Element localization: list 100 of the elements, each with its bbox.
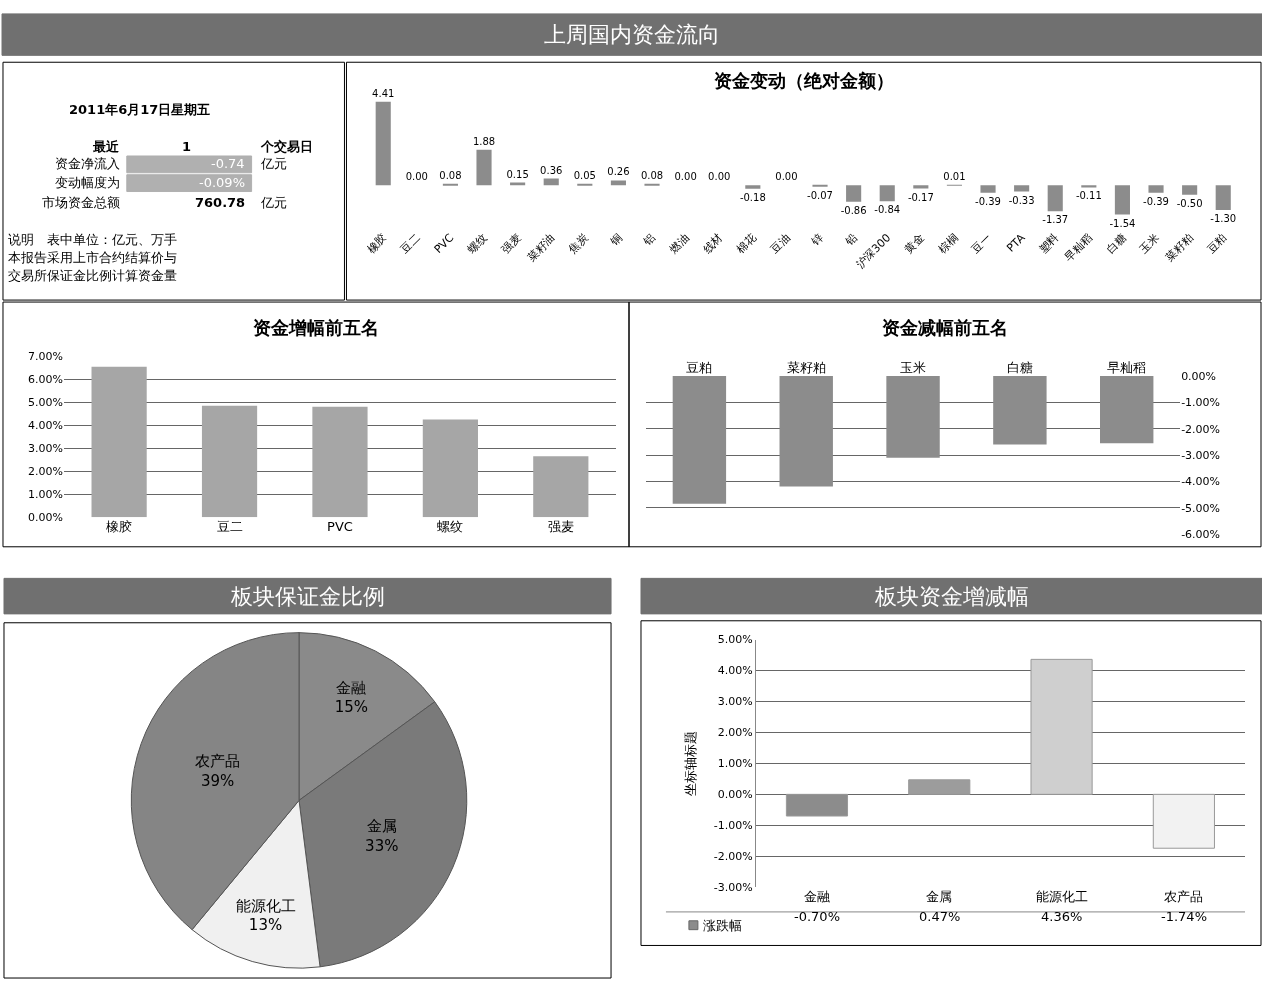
- x-tick-label: 燃油: [666, 231, 692, 257]
- data-label: 0.01: [943, 170, 966, 182]
- x-tick-label: 铅: [841, 231, 860, 250]
- data-label: 39%: [201, 771, 235, 790]
- data-label: -0.86: [840, 204, 867, 216]
- text: 2011年6月17日星期五: [69, 102, 211, 117]
- text: 760.78: [195, 195, 246, 210]
- text: 个交易日: [260, 139, 313, 154]
- data-label: -1.37: [1042, 214, 1069, 226]
- y-tick-label: 3.00%: [27, 442, 63, 456]
- x-tick-label: 农产品: [1164, 889, 1204, 905]
- bar: [879, 185, 895, 202]
- x-tick-label: 橡胶: [364, 231, 390, 257]
- x-tick-label: 线材: [700, 231, 726, 257]
- bar: [1114, 185, 1130, 215]
- bar: [610, 180, 626, 186]
- bar: [422, 419, 478, 518]
- text: 1: [182, 139, 192, 154]
- x-tick-label: 玉米: [1137, 231, 1163, 257]
- x-tick-label: 豆油: [767, 231, 793, 257]
- data-label: -0.07: [807, 189, 833, 201]
- y-tick-label: -1.00%: [1181, 396, 1221, 410]
- x-tick-label: 豆二: [216, 519, 243, 535]
- x-tick-label: 强麦: [498, 231, 524, 257]
- x-tick-label: 菜籽油: [524, 231, 558, 264]
- data-label: 0.00: [405, 171, 428, 183]
- bar: [1152, 793, 1215, 849]
- text: 上周国内资金流向: [544, 22, 720, 47]
- bar: [846, 185, 862, 202]
- bar: [812, 184, 828, 187]
- bar: [312, 406, 368, 518]
- data-label: -1.30: [1210, 212, 1237, 224]
- y-tick-label: 0.00%: [717, 788, 753, 802]
- bar: [913, 185, 929, 189]
- data-label: 0.47%: [919, 909, 961, 924]
- x-tick-label: 白糖: [1103, 231, 1129, 257]
- y-tick-label: 1.00%: [27, 488, 63, 502]
- bar: [1215, 185, 1231, 210]
- data-label: 0.00: [775, 171, 798, 183]
- data-label: -0.18: [739, 191, 766, 203]
- text: 市场资金总额: [42, 195, 120, 210]
- y-tick-label: -2.00%: [1181, 422, 1221, 436]
- x-tick-label: 豆粕: [686, 360, 713, 376]
- x-tick-label: 焦炭: [566, 231, 591, 257]
- data-label: 0.26: [607, 166, 630, 178]
- y-tick-label: 3.00%: [717, 695, 753, 709]
- data-label: -0.39: [1143, 195, 1169, 207]
- bar: [980, 185, 996, 193]
- data-label: 0.00: [708, 171, 731, 183]
- y-tick-label: -3.00%: [713, 881, 753, 895]
- data-label: -0.84: [874, 204, 901, 216]
- text: 亿元: [260, 156, 287, 171]
- text: -0.74: [211, 156, 245, 171]
- bar: [1014, 185, 1030, 192]
- x-tick-label: PTA: [1004, 231, 1028, 255]
- data-label: -0.11: [1075, 190, 1102, 202]
- y-tick-label: 5.00%: [27, 396, 63, 410]
- y-tick-label: -2.00%: [713, 850, 753, 864]
- x-tick-label: 金融: [803, 889, 830, 905]
- x-tick-label: 橡胶: [106, 519, 133, 535]
- x-tick-label: 能源化工: [1035, 889, 1088, 905]
- data-label: -1.54: [1109, 217, 1136, 229]
- data-label: 0.08: [439, 169, 462, 181]
- data-label: -0.17: [907, 191, 934, 203]
- x-tick-label: 金属: [926, 889, 953, 905]
- x-tick-label: 早籼稻: [1062, 231, 1095, 264]
- x-tick-label: 豆一: [969, 231, 995, 257]
- data-label: 4.36%: [1041, 909, 1083, 924]
- x-tick-label: 锌: [808, 231, 827, 250]
- data-label: -0.70%: [794, 909, 840, 924]
- chart-title: 资金变动（绝对金额）: [714, 70, 894, 91]
- y-tick-label: 7.00%: [27, 350, 63, 364]
- text: 说明 表中单位：亿元、万手: [8, 232, 177, 247]
- x-tick-label: 螺纹: [465, 231, 491, 257]
- text: 本报告采用上市合约结算价与: [8, 250, 177, 265]
- data-label: 0.36: [540, 164, 563, 176]
- y-tick-label: -4.00%: [1181, 475, 1221, 489]
- y-tick-label: 2.00%: [27, 465, 63, 479]
- bar: [375, 101, 391, 186]
- text: -0.09%: [199, 175, 245, 190]
- bar: [1081, 185, 1097, 188]
- data-label: 33%: [365, 836, 399, 855]
- x-tick-label: 棕榈: [935, 231, 961, 257]
- y-tick-label: 5.00%: [717, 633, 753, 647]
- text: 资金净流入: [55, 156, 120, 171]
- data-label: -0.39: [975, 195, 1001, 207]
- text: 最近: [92, 139, 120, 154]
- slice-label: 金属: [366, 817, 397, 836]
- x-tick-label: 螺纹: [437, 519, 464, 535]
- data-label: 13%: [248, 916, 283, 935]
- bar: [745, 185, 761, 189]
- x-tick-label: 强麦: [547, 519, 574, 535]
- bar: [442, 183, 458, 186]
- x-tick-label: 豆二: [398, 231, 423, 257]
- y-tick-label: -5.00%: [1181, 501, 1221, 515]
- x-tick-label: 塑料: [1036, 231, 1062, 257]
- bar: [908, 779, 971, 795]
- data-label: 0.00: [674, 171, 697, 183]
- slice-label: 农产品: [195, 752, 241, 771]
- y-tick-label: 6.00%: [27, 373, 63, 387]
